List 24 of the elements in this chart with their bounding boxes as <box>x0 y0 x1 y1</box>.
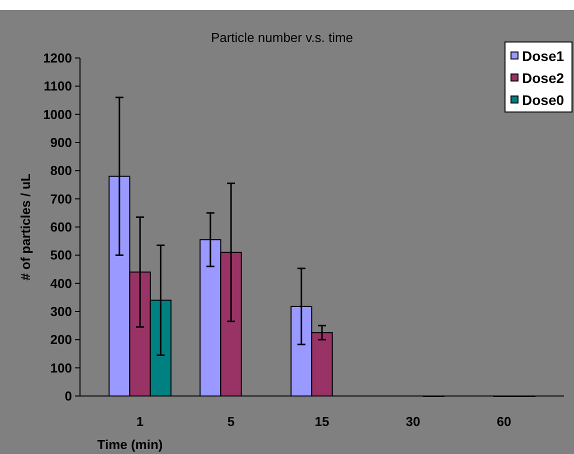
legend-label: Dose0 <box>522 92 564 108</box>
y-tick-label: 400 <box>50 276 72 291</box>
y-tick-label: 600 <box>50 220 72 235</box>
x-tick-label: 15 <box>314 414 330 429</box>
y-tick-label: 1100 <box>44 78 72 94</box>
y-tick-label: 500 <box>50 248 72 263</box>
legend-label: Dose1 <box>522 48 564 64</box>
y-tick-label: 700 <box>50 191 72 206</box>
y-tick-label: 200 <box>50 332 72 348</box>
y-axis-title: # of particles / uL <box>18 173 33 280</box>
y-tick-label: 100 <box>50 360 72 376</box>
x-tick-label: 30 <box>406 414 420 429</box>
y-tick-label: 1000 <box>43 106 72 122</box>
x-axis-title: Time (min) <box>97 437 163 452</box>
y-tick-label: 0 <box>64 388 72 404</box>
x-tick-label: 5 <box>227 414 235 429</box>
y-tick-label: 1200 <box>43 50 72 66</box>
chart-title: Particle number v.s. time <box>210 30 354 45</box>
y-tick-label: 900 <box>50 135 72 150</box>
legend-label: Dose2 <box>522 70 564 86</box>
x-tick-label: 60 <box>496 414 512 429</box>
x-tick-label: 1 <box>136 414 144 429</box>
y-tick-label: 300 <box>50 304 72 320</box>
y-tick-label: 800 <box>50 163 72 178</box>
